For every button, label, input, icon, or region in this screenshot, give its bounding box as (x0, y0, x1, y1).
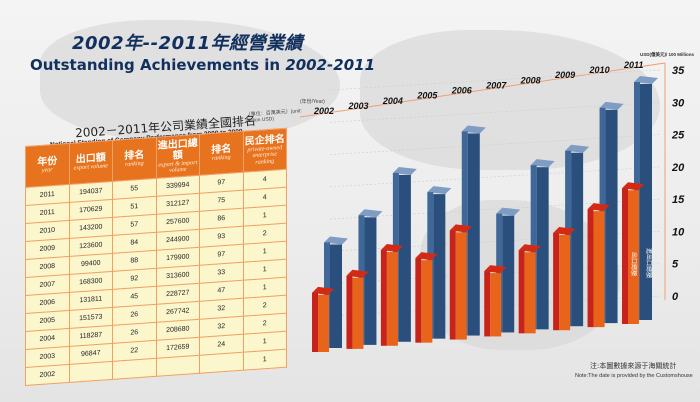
import-bar (433, 194, 446, 339)
y-tick-label: 0 (672, 291, 679, 303)
import-bar (330, 244, 342, 348)
world-map-bg (40, 20, 340, 140)
x-tick-label: 2011 (623, 60, 643, 70)
import-bar-side (496, 213, 503, 333)
export-bar-side (312, 292, 318, 352)
export-bar-side (415, 258, 422, 343)
gridline (329, 166, 661, 188)
import-bar (536, 167, 549, 330)
y-tick-label: 25 (671, 130, 685, 142)
export-bar (421, 260, 433, 343)
x-tick-label: 2003 (347, 101, 368, 111)
export-bar-side (622, 188, 628, 324)
gridline (329, 101, 661, 123)
legend-import-export: 進出口總額 (645, 248, 653, 278)
x-tick-label: 2002 (313, 106, 334, 116)
title-en-years: 2002-2011 (285, 56, 376, 74)
gridline (329, 231, 661, 252)
year-axis-line (299, 62, 666, 118)
y-tick-label: 30 (672, 97, 685, 109)
y-tick-label: 15 (672, 194, 685, 206)
export-bar-side (346, 275, 353, 349)
legend-export: 出口總額 (630, 252, 638, 276)
x-tick-label: 2010 (589, 65, 610, 75)
source-note-en: Note:The date is provided by the Customs… (575, 373, 693, 379)
x-tick-label: 2005 (416, 91, 438, 101)
gridline (329, 134, 661, 155)
title-zh: 2002年--2011年經營業績 (72, 33, 304, 54)
export-bar-side (380, 250, 387, 346)
export-bar-side (484, 271, 491, 337)
gridline (329, 198, 661, 220)
export-bar-side (518, 250, 525, 334)
import-bar (571, 152, 584, 327)
y-tick-label: 20 (671, 162, 685, 174)
year-axis-label: (年份/Year) (300, 98, 325, 105)
export-bar (593, 211, 605, 328)
import-bar (398, 174, 411, 342)
x-tick-label: 2006 (451, 86, 473, 96)
import-bar (364, 217, 377, 345)
import-bar (502, 215, 515, 333)
y-tick-label: 5 (672, 259, 679, 271)
import-bar (467, 133, 480, 336)
export-bar (490, 273, 502, 337)
title-en-text: Outstanding Achievements in (30, 56, 286, 74)
y-tick-label: 10 (672, 226, 685, 238)
export-bar-side (587, 209, 594, 328)
export-bar-side (449, 230, 456, 340)
import-bar (605, 109, 618, 324)
title-en: Outstanding Achievements in 2002-2011 (30, 56, 375, 74)
gridline (329, 69, 661, 91)
export-bar (318, 294, 329, 352)
export-bar-side (553, 232, 560, 331)
export-bar (559, 234, 571, 331)
import-bar (640, 84, 652, 320)
source-note-zh: 注:本圖數據來源于海關統計 (590, 362, 677, 370)
export-bar (352, 277, 364, 349)
x-tick-label: 2009 (554, 70, 575, 80)
export-bar (628, 190, 639, 324)
export-bar (455, 232, 467, 340)
y-tick-label: 35 (672, 65, 685, 77)
export-bar (386, 252, 398, 346)
x-tick-label: 2008 (520, 75, 541, 85)
x-tick-label: 2007 (485, 80, 507, 90)
export-bar (524, 252, 536, 334)
unit-label: USD(億美元)/ 100 Millions (640, 51, 695, 58)
x-tick-label: 2004 (382, 96, 403, 106)
